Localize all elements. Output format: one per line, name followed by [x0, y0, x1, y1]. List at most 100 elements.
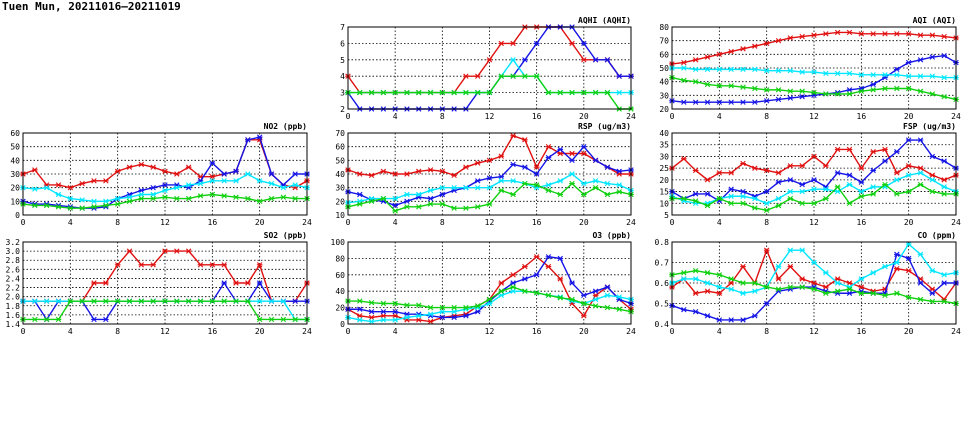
data-point-blue [209, 160, 216, 166]
data-point-green [917, 181, 924, 188]
data-point-green [356, 89, 363, 96]
data-point-red [870, 31, 876, 37]
data-point-blue [162, 182, 168, 188]
data-point-cyan [728, 193, 734, 199]
data-point-green [716, 83, 723, 89]
data-point-green [522, 288, 528, 294]
data-point-blue [103, 316, 109, 323]
data-point-green [533, 73, 540, 79]
x-tick-label: 0 [346, 327, 351, 336]
y-tick-label: 50 [659, 64, 669, 73]
data-point-red [581, 150, 587, 157]
data-point-cyan [510, 178, 516, 184]
data-point-red [894, 170, 900, 176]
data-point-cyan [870, 72, 876, 78]
data-point-red [256, 262, 263, 268]
data-point-red [55, 182, 62, 188]
data-point-red [704, 54, 711, 60]
data-point-green [929, 91, 936, 97]
data-point-green [498, 187, 505, 194]
data-point-green [185, 195, 192, 202]
data-point-blue [775, 179, 782, 185]
data-point-green [799, 88, 805, 94]
data-point-red [740, 46, 746, 52]
data-point-green [681, 77, 687, 83]
data-point-cyan [486, 300, 493, 307]
data-point-green [356, 201, 363, 207]
x-tick-label: 12 [485, 327, 495, 336]
data-point-green [150, 298, 156, 304]
data-point-blue [787, 95, 794, 101]
data-point-blue [404, 198, 410, 205]
y-tick-label: 30 [335, 184, 345, 193]
y-tick-label: 0.7 [655, 259, 670, 268]
chart-panel: 0 4 8 12 16 20 24 2 3 4 5 6 7 AQHI (AQHI) [340, 16, 636, 121]
data-point-red [32, 167, 38, 173]
data-point-blue [728, 317, 734, 323]
data-point-red [43, 182, 50, 188]
data-point-green [463, 304, 469, 311]
data-point-green [474, 204, 481, 210]
data-point-red [941, 33, 947, 40]
data-point-red [716, 170, 723, 176]
data-point-blue [581, 292, 587, 298]
data-point-blue [616, 168, 623, 174]
data-point-green [55, 316, 62, 323]
data-point-cyan [604, 292, 611, 298]
data-point-green [256, 198, 263, 205]
data-point-green [174, 298, 180, 304]
data-point-green [811, 286, 817, 292]
data-point-red [811, 32, 817, 38]
data-point-green [681, 195, 687, 202]
data-point-cyan [451, 309, 457, 315]
data-point-green [427, 304, 434, 311]
x-tick-label: 4 [717, 327, 722, 336]
data-point-green [380, 300, 387, 307]
data-point-red [126, 248, 133, 254]
data-point-red [209, 174, 216, 180]
y-tick-label: 40 [659, 129, 669, 138]
data-point-cyan [380, 317, 387, 323]
data-point-blue [704, 99, 711, 105]
data-point-cyan [268, 180, 275, 187]
data-point-red [905, 163, 912, 169]
data-point-green [728, 276, 734, 282]
data-point-green [929, 188, 936, 195]
data-point-cyan [245, 171, 251, 177]
y-tick-label: 50 [335, 156, 345, 165]
data-point-red [823, 284, 829, 290]
data-point-red [380, 313, 387, 319]
data-point-red [356, 313, 363, 319]
data-point-blue [704, 313, 711, 319]
data-point-red [692, 57, 699, 63]
data-point-green [811, 89, 817, 96]
data-point-green [522, 73, 528, 79]
data-point-blue [941, 158, 947, 164]
x-tick-label: 16 [857, 327, 867, 336]
data-point-green [740, 84, 746, 90]
data-point-green [557, 295, 564, 301]
data-point-blue [692, 99, 699, 105]
chart-title: RSP (ug/m3) [578, 122, 631, 131]
data-point-red [162, 248, 168, 254]
data-point-red [185, 164, 192, 170]
y-tick-label: 20 [335, 197, 345, 206]
x-tick-label: 0 [670, 327, 675, 336]
data-point-red [775, 37, 782, 44]
data-point-cyan [256, 178, 263, 184]
data-point-red [929, 286, 936, 292]
data-point-red [740, 263, 746, 270]
data-point-cyan [692, 276, 699, 282]
x-tick-label: 12 [809, 218, 819, 227]
data-point-green [941, 298, 947, 305]
data-point-green [716, 272, 723, 278]
data-point-cyan [498, 292, 505, 298]
data-point-green [811, 200, 817, 206]
data-point-green [451, 89, 457, 96]
chart-title: O3 (ppb) [592, 231, 631, 240]
data-point-cyan [32, 298, 38, 304]
data-point-red [799, 163, 805, 169]
x-tick-label: 12 [809, 112, 819, 121]
data-point-cyan [775, 68, 782, 74]
data-point-cyan [894, 177, 900, 183]
